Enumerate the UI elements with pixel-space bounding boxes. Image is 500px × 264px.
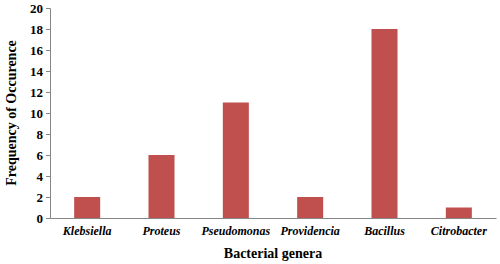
y-tick-mark	[46, 134, 50, 135]
y-tick-mark	[46, 113, 50, 114]
x-tick: Bacillus	[363, 218, 405, 238]
y-tick-mark	[46, 197, 50, 198]
y-tick-mark	[46, 218, 50, 219]
y-tick: 4	[37, 169, 51, 184]
y-tick-mark	[46, 71, 50, 72]
x-tick: Providencia	[281, 218, 340, 238]
y-tick-mark	[46, 92, 50, 93]
y-tick-mark	[46, 8, 50, 9]
x-tick-label: Bacillus	[363, 224, 405, 238]
y-axis-line	[46, 9, 51, 219]
y-tick-label: 16	[30, 43, 44, 58]
y-tick-label: 8	[37, 127, 44, 142]
y-tick: 2	[37, 190, 51, 205]
x-axis: Klebsiella Proteus Pseudomonas Providencia B…	[51, 218, 497, 238]
y-tick: 8	[37, 127, 51, 142]
y-tick-mark	[46, 50, 50, 51]
y-tick-label: 14	[30, 64, 44, 79]
chart: 0 2 4 6 8 10 12 14 16 18 20 Klebsiella Proteus Pseudo…	[0, 0, 500, 264]
x-tick-label: Citrobacter	[431, 224, 487, 238]
x-tick: Citrobacter	[431, 218, 487, 238]
x-axis-line	[51, 218, 497, 219]
y-tick-label: 20	[30, 1, 43, 16]
y-tick: 20	[30, 1, 50, 16]
bar	[223, 103, 249, 219]
x-tick: Klebsiella	[62, 218, 112, 238]
y-tick-label: 4	[37, 169, 44, 184]
bar	[297, 197, 323, 218]
y-tick-label: 18	[30, 22, 44, 37]
x-tick-label: Klebsiella	[62, 224, 112, 238]
bar	[371, 29, 397, 218]
bar	[446, 208, 472, 219]
y-tick-label: 12	[30, 85, 43, 100]
x-tick: Proteus	[142, 218, 180, 238]
bars	[74, 29, 472, 218]
x-tick-label: Pseudomonas	[201, 224, 270, 238]
y-tick-label: 10	[30, 106, 43, 121]
x-tick: Pseudomonas	[201, 218, 270, 238]
y-tick: 10	[30, 106, 50, 121]
y-tick-mark	[46, 155, 50, 156]
y-tick: 14	[30, 64, 50, 79]
y-tick-mark	[46, 176, 50, 177]
y-tick-label: 2	[37, 190, 44, 205]
x-tick-label: Providencia	[281, 224, 340, 238]
y-tick-mark	[46, 29, 50, 30]
y-tick: 16	[30, 43, 50, 58]
x-tick-label: Proteus	[142, 224, 180, 238]
y-tick: 12	[30, 85, 50, 100]
x-axis-title: Bacterial genera	[224, 246, 322, 261]
y-axis: 0 2 4 6 8 10 12 14 16 18 20	[30, 1, 51, 226]
y-axis-title: Frequency of Occurence	[4, 40, 19, 186]
bar	[74, 197, 100, 218]
y-tick-label: 6	[37, 148, 44, 163]
y-tick-label: 0	[37, 211, 44, 226]
y-tick: 6	[37, 148, 51, 163]
bar	[148, 155, 174, 218]
y-tick: 18	[30, 22, 50, 37]
y-tick: 0	[37, 211, 51, 226]
plot: 0 2 4 6 8 10 12 14 16 18 20 Klebsiella Proteus Pseudo…	[30, 1, 497, 238]
